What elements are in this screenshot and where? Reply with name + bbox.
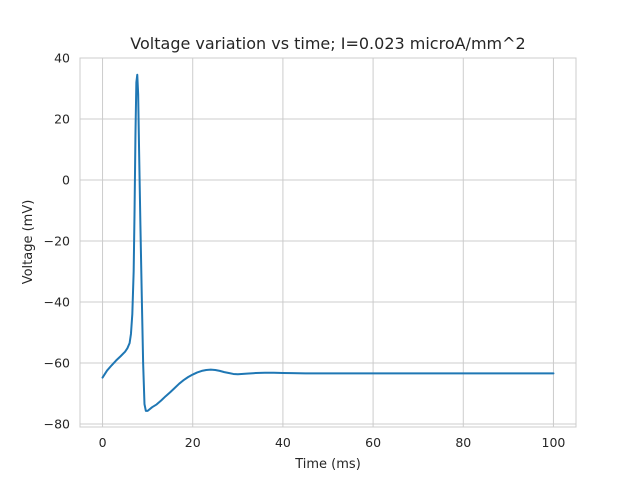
series-layer (101, 73, 555, 412)
y-tick-label: −20 (44, 233, 70, 248)
y-tick-label: −80 (44, 416, 70, 431)
x-tick-label: 40 (275, 435, 291, 450)
voltage-series-line (101, 73, 555, 412)
y-axis-label: Voltage (mV) (21, 200, 36, 285)
x-tick-label: 0 (99, 435, 107, 450)
x-tick-label: 80 (455, 435, 471, 450)
chart-title: Voltage variation vs time; I=0.023 micro… (130, 34, 525, 53)
y-tick-label: 40 (54, 51, 70, 66)
grid-layer (80, 57, 576, 427)
y-tick-label: 0 (62, 172, 70, 187)
tick-labels: 0 20 40 60 80 100 40 20 0 −20 −40 −60 −80 (44, 51, 566, 451)
y-tick-label: −60 (44, 355, 70, 370)
y-tick-label: −40 (44, 294, 70, 309)
x-tick-label: 100 (542, 435, 566, 450)
x-tick-label: 20 (185, 435, 201, 450)
x-tick-label: 60 (365, 435, 381, 450)
y-tick-label: 20 (54, 111, 70, 126)
plot-frame (79, 57, 577, 428)
x-axis-label: Time (ms) (294, 457, 361, 472)
